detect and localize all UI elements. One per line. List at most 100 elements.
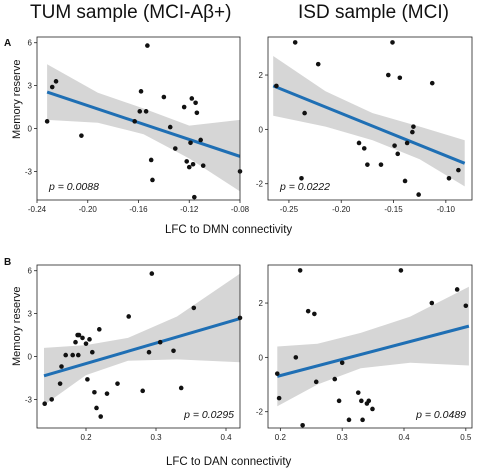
- y-tick-label: 0: [28, 353, 33, 362]
- p-value-b-right: p = 0.0489: [415, 409, 466, 421]
- data-point: [44, 119, 50, 124]
- regression-line-a-left: [46, 90, 240, 158]
- y-tick-label: 6: [28, 39, 33, 48]
- regression-line-a-right: [272, 84, 466, 165]
- data-point: [73, 339, 78, 345]
- data-point: [312, 311, 317, 317]
- data-point: [192, 194, 197, 200]
- data-point: [198, 137, 203, 143]
- data-point: [356, 140, 362, 146]
- data-point: [429, 80, 435, 86]
- y-tick-label: -3: [25, 167, 33, 176]
- data-point: [390, 40, 395, 45]
- data-point: [132, 119, 137, 124]
- data-point: [76, 352, 81, 358]
- x-tick-label: 0.5: [460, 433, 472, 442]
- data-point: [115, 381, 120, 386]
- data-point: [143, 109, 149, 114]
- data-point: [140, 388, 145, 394]
- data-point: [148, 157, 154, 163]
- data-point: [59, 364, 64, 369]
- x-axis-label-a: LFC to DMN connectivity: [165, 224, 293, 236]
- plot-frame-b-right: [267, 264, 473, 429]
- x-axis-label-b: LFC to DAN connectivity: [166, 456, 292, 468]
- data-point: [167, 124, 173, 130]
- data-point: [365, 162, 370, 167]
- panel-letter-b: B: [4, 257, 12, 268]
- x-tick-label: -0.16: [129, 205, 148, 214]
- data-point: [454, 287, 460, 292]
- data-point: [336, 398, 342, 404]
- y-tick-label: 0: [28, 125, 33, 134]
- data-point: [146, 349, 152, 355]
- data-point: [83, 341, 89, 346]
- data-point: [370, 406, 375, 412]
- data-point: [57, 381, 63, 386]
- data-point: [79, 133, 84, 138]
- data-point: [161, 94, 167, 100]
- panel-b-right: 0.2 0.3 0.4 0.5 -2 0 2 p = 0.0489: [256, 264, 473, 442]
- y-tick-label: 3: [28, 82, 33, 91]
- data-point: [70, 352, 75, 358]
- confidence-band-b-left: [44, 273, 240, 406]
- confidence-band-a-right: [273, 56, 465, 187]
- data-point: [189, 96, 195, 101]
- x-tick-label: -0.24: [28, 205, 47, 214]
- data-point: [104, 391, 110, 396]
- regression-line-b-left: [43, 317, 240, 378]
- data-point: [276, 395, 282, 401]
- data-point: [402, 178, 408, 184]
- panel-a-right: -0.25 -0.20 -0.15 -0.10 -2 0 2 p = 0.0222: [256, 36, 473, 214]
- data-point: [63, 352, 68, 358]
- data-point: [178, 385, 184, 391]
- data-point: [366, 398, 372, 404]
- data-point: [274, 83, 279, 89]
- panel-a-left: -0.24 -0.20 -0.16 -0.12 -0.08 -3 0 3 6 p = 0.0088: [25, 36, 250, 214]
- plot-frame-b-left: [36, 264, 241, 429]
- data-point: [53, 79, 59, 84]
- data-point: [150, 177, 155, 183]
- data-point: [404, 140, 410, 146]
- y-tick-label: 2: [259, 299, 264, 308]
- data-point: [193, 100, 198, 106]
- data-point: [463, 303, 469, 309]
- data-point: [191, 305, 197, 311]
- data-point: [355, 390, 361, 395]
- data-point: [315, 61, 321, 67]
- x-tick-label: 0.4: [398, 433, 410, 442]
- data-point: [200, 163, 206, 168]
- data-point: [429, 300, 435, 306]
- data-point: [137, 109, 143, 114]
- y-tick-label: 0: [259, 353, 264, 362]
- data-point: [149, 271, 155, 276]
- data-point: [299, 175, 304, 181]
- data-point: [190, 161, 196, 167]
- y-tick-label: -2: [256, 180, 264, 189]
- data-point: [49, 84, 55, 90]
- y-tick-label: 2: [259, 71, 264, 80]
- data-point: [186, 164, 192, 170]
- p-value-b-left: p = 0.0295: [183, 409, 234, 421]
- data-point: [395, 151, 401, 157]
- data-point: [98, 414, 103, 419]
- x-tick-label: -0.12: [180, 205, 199, 214]
- y-tick-label: -2: [256, 408, 264, 417]
- data-point: [138, 89, 144, 94]
- data-point: [181, 104, 187, 110]
- data-point: [411, 124, 416, 129]
- confidence-band-a-left: [47, 64, 240, 192]
- data-point: [297, 268, 303, 273]
- data-point: [359, 398, 364, 404]
- data-point: [292, 40, 298, 45]
- data-point: [397, 75, 403, 81]
- y-tick-label: 3: [28, 310, 33, 319]
- data-point: [188, 140, 193, 146]
- x-tick-label: -0.08: [231, 205, 250, 214]
- data-point: [446, 175, 452, 181]
- p-value-a-left: p = 0.0088: [48, 181, 99, 193]
- data-point: [361, 146, 367, 151]
- data-point: [274, 371, 280, 376]
- regression-line-b-right: [276, 324, 470, 378]
- x-tick-label: 0.2: [80, 433, 92, 442]
- x-tick-label: -0.25: [280, 205, 299, 214]
